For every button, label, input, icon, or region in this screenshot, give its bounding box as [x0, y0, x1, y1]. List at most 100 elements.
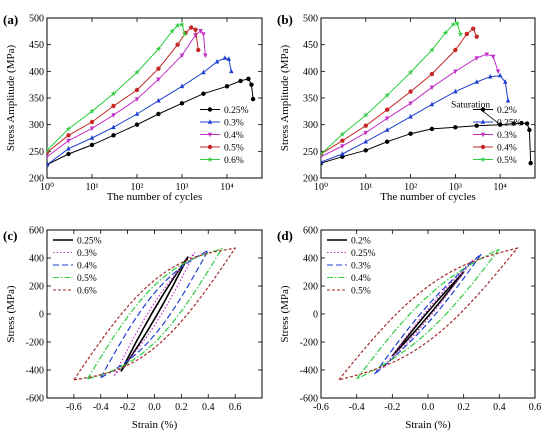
data-point — [175, 42, 180, 47]
data-point — [528, 160, 533, 166]
hysteresis-loop — [382, 259, 474, 369]
y-tick-label: 0 — [313, 310, 318, 321]
y-axis-label: Stress Amplitude (MPa) — [279, 45, 291, 152]
legend: 0.25% 0.3% 0.4% 0.5% 0.6% — [53, 237, 102, 297]
data-point — [111, 113, 116, 118]
data-point — [134, 69, 140, 75]
y-tick-label: -400 — [300, 366, 318, 377]
data-point — [155, 45, 162, 52]
legend-label: 0.3% — [497, 131, 517, 141]
y-tick-label: -200 — [26, 338, 44, 349]
annotation-text: Saturation — [451, 101, 490, 111]
data-point — [321, 151, 324, 157]
legend-label: 0.3% — [351, 262, 371, 272]
data-point — [429, 101, 435, 107]
legend-marker — [480, 119, 486, 124]
plot-area — [337, 247, 519, 381]
y-tick-label: 350 — [303, 94, 318, 105]
data-point — [408, 89, 413, 94]
legend: 0.25% 0.3% 0.4% 0.5% 0.6% — [200, 106, 249, 166]
data-point — [497, 72, 503, 78]
data-point — [89, 142, 95, 148]
hysteresis-loop — [337, 247, 519, 381]
legend-marker — [207, 119, 213, 124]
data-point — [363, 130, 368, 136]
data-point — [47, 154, 50, 160]
data-point — [66, 151, 71, 157]
data-point — [174, 22, 181, 28]
data-point — [111, 124, 116, 130]
hysteresis-loop — [113, 251, 196, 377]
data-point — [111, 133, 116, 138]
data-point — [169, 28, 175, 34]
data-point — [249, 82, 254, 87]
panel-a: 10⁰ 10¹ 10² 10³ 10⁴ 200 250 300 350 400 450 500 The … — [3, 12, 263, 203]
data-point — [495, 69, 501, 75]
legend-label: 0.5% — [77, 274, 97, 284]
legend-label: 0.6% — [224, 156, 244, 166]
legend-label: 0.25% — [77, 237, 102, 247]
data-point — [201, 69, 206, 75]
x-tick-label: 0.2 — [457, 402, 470, 413]
data-point — [321, 159, 324, 164]
data-point — [384, 92, 390, 98]
data-point — [181, 31, 188, 37]
hysteresis-loop — [99, 248, 210, 380]
data-point — [453, 125, 458, 130]
legend-label: 0.4% — [77, 262, 97, 272]
panel-label: (c) — [3, 228, 17, 243]
data-point — [450, 21, 457, 27]
data-point — [464, 31, 469, 37]
data-point — [201, 32, 206, 37]
y-axis-label: Stress (MPa) — [5, 285, 17, 342]
x-tick-label: 0.0 — [148, 402, 161, 413]
legend-label: 0.5% — [224, 144, 244, 154]
data-point — [110, 90, 117, 97]
x-axis-label: Strain (%) — [132, 419, 178, 431]
data-point — [384, 116, 390, 122]
y-tick-label: 450 — [29, 40, 44, 51]
x-tick-label: 10¹ — [359, 182, 372, 193]
y-tick-label: 600 — [303, 226, 318, 237]
y-tick-label: 200 — [303, 174, 318, 185]
legend-label: 0.3% — [224, 119, 244, 129]
legend-label: 0.2% — [497, 106, 517, 116]
y-tick-label: -600 — [26, 394, 44, 405]
x-tick-label: 0.2 — [175, 402, 188, 413]
data-point — [527, 127, 532, 133]
legend-label: 0.6% — [77, 287, 97, 297]
hysteresis-loop — [120, 256, 189, 372]
legend-marker — [207, 156, 213, 162]
data-point — [66, 145, 71, 151]
y-tick-label: 200 — [29, 282, 44, 293]
data-point — [524, 121, 530, 126]
legend-label: 0.3% — [77, 249, 97, 259]
legend-marker — [480, 107, 486, 112]
data-point — [198, 29, 203, 34]
x-axis-label: Strain (%) — [405, 419, 451, 431]
panel-b: 10⁰ 10¹ 10² 10³ 10⁴ 200 250 300 350 400 450 500 The … — [277, 12, 536, 203]
y-tick-label: 600 — [29, 226, 44, 237]
x-tick-label: 10² — [404, 182, 417, 193]
data-point — [453, 69, 458, 75]
data-point — [47, 147, 50, 153]
legend: 0.2% 0.25% 0.3% 0.4% 0.5% — [473, 106, 522, 166]
data-point — [156, 66, 161, 71]
data-point — [89, 108, 95, 114]
x-tick-label: -0.2 — [120, 402, 136, 413]
legend-marker — [207, 107, 213, 112]
series-line — [321, 27, 478, 155]
legend-marker — [480, 144, 486, 150]
data-point — [47, 161, 50, 167]
x-tick-label: 0.4 — [202, 402, 215, 413]
x-tick-label: 10³ — [175, 182, 188, 193]
data-point — [66, 138, 71, 144]
data-point — [362, 112, 369, 118]
data-point — [363, 138, 368, 144]
data-point — [179, 21, 185, 27]
data-point — [384, 107, 390, 112]
hysteresis-loop — [85, 247, 224, 381]
series-line — [47, 30, 206, 158]
data-point — [488, 73, 493, 79]
data-point — [66, 133, 71, 138]
